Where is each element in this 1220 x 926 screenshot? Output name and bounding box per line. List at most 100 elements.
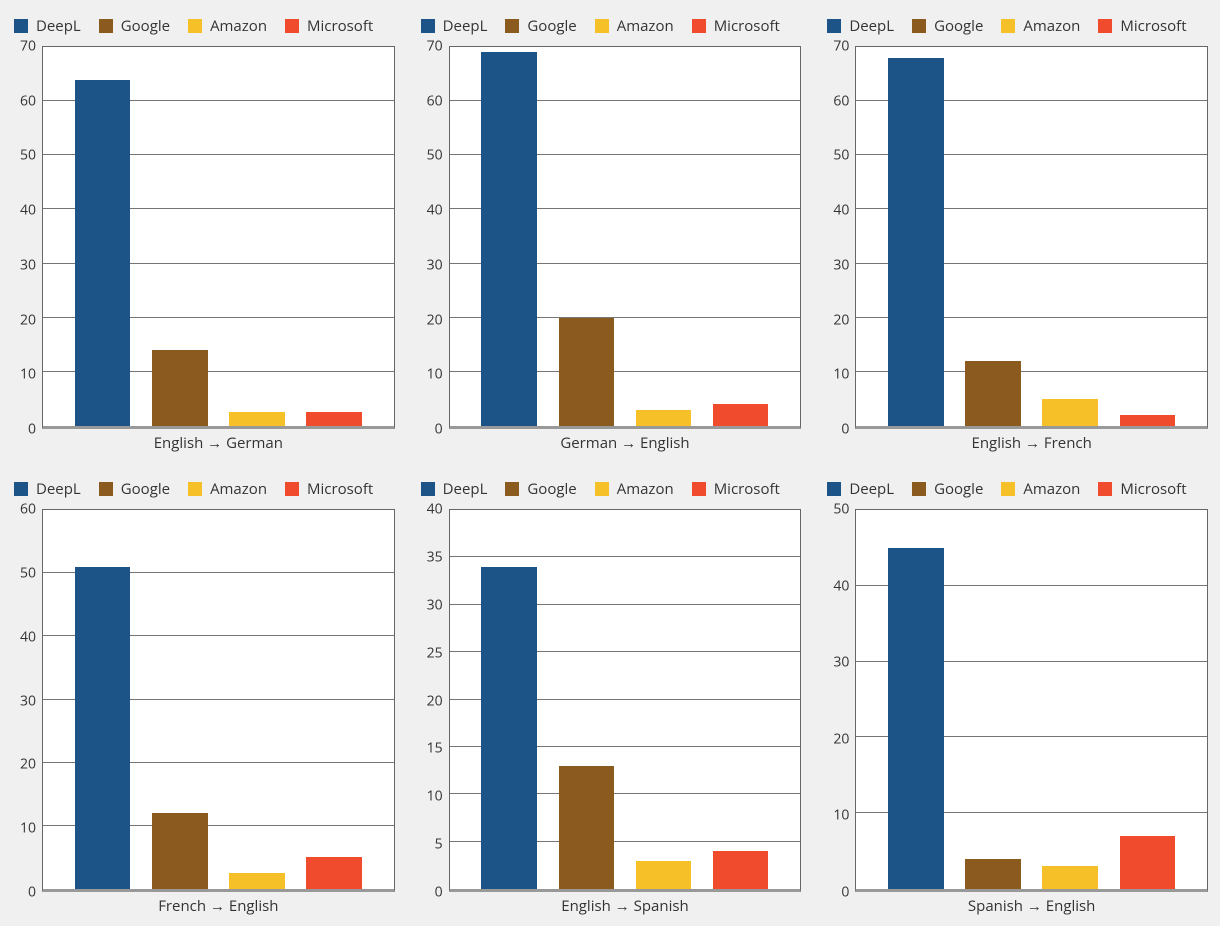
y-tick: 60: [419, 91, 443, 110]
legend-swatch-google: [505, 19, 519, 33]
legend-item-google: Google: [99, 16, 170, 36]
legend-swatch-amazon: [595, 19, 609, 33]
legend-item-microsoft: Microsoft: [285, 16, 373, 36]
y-axis: 0510152025303540: [419, 509, 449, 892]
y-tick: 30: [12, 691, 36, 710]
legend-item-amazon: Amazon: [595, 16, 674, 36]
y-tick: 30: [419, 595, 443, 614]
bar-deepl: [888, 58, 944, 426]
bar-deepl: [481, 52, 537, 426]
legend-item-amazon: Amazon: [1001, 479, 1080, 499]
y-axis: 010203040506070: [825, 46, 855, 429]
bar-amazon: [1042, 866, 1098, 889]
x-axis-label: English → Spanish: [449, 892, 802, 920]
legend-swatch-microsoft: [285, 19, 299, 33]
legend-swatch-microsoft: [1098, 19, 1112, 33]
chart-panel-fr-en: DeepLGoogleAmazonMicrosoft0102030405060F…: [6, 469, 401, 920]
legend-item-microsoft: Microsoft: [692, 16, 780, 36]
legend-item-google: Google: [505, 16, 576, 36]
legend-item-amazon: Amazon: [595, 479, 674, 499]
legend-label: DeepL: [443, 16, 488, 36]
y-tick: 40: [419, 500, 443, 519]
y-tick: 5: [419, 835, 443, 854]
legend-item-deepl: DeepL: [14, 479, 81, 499]
plot-area: [42, 46, 395, 429]
y-tick: 40: [825, 201, 849, 220]
legend-swatch-microsoft: [285, 482, 299, 496]
y-tick: 40: [825, 576, 849, 595]
bars-container: [43, 510, 394, 889]
bars-container: [856, 510, 1207, 889]
legend-swatch-amazon: [595, 482, 609, 496]
x-axis-label: English → French: [855, 429, 1208, 457]
legend-item-google: Google: [99, 479, 170, 499]
legend-swatch-google: [505, 482, 519, 496]
y-tick: 60: [825, 91, 849, 110]
bars-container: [856, 47, 1207, 426]
legend-label: Google: [934, 479, 983, 499]
y-tick: 20: [419, 691, 443, 710]
legend-swatch-amazon: [188, 482, 202, 496]
plot-area: [42, 509, 395, 892]
y-tick: 10: [825, 365, 849, 384]
bar-microsoft: [1120, 415, 1176, 426]
y-tick: 10: [419, 787, 443, 806]
legend-label: Google: [121, 16, 170, 36]
y-tick: 20: [825, 310, 849, 329]
x-axis-label: German → English: [449, 429, 802, 457]
y-tick: 50: [12, 146, 36, 165]
legend-label: Google: [121, 479, 170, 499]
legend-label: Amazon: [210, 16, 267, 36]
legend-label: Microsoft: [1120, 16, 1186, 36]
bars-container: [450, 510, 801, 889]
y-tick: 10: [419, 365, 443, 384]
legend: DeepL Google Amazon Microsoft: [419, 473, 802, 509]
y-tick: 50: [825, 146, 849, 165]
legend-label: Google: [527, 479, 576, 499]
chart-panel-de-en: DeepLGoogleAmazonMicrosoft01020304050607…: [413, 6, 808, 457]
legend-swatch-microsoft: [692, 19, 706, 33]
y-tick: 20: [12, 310, 36, 329]
x-axis-label: English → German: [42, 429, 395, 457]
y-tick: 40: [12, 627, 36, 646]
bars-container: [43, 47, 394, 426]
legend-item-google: Google: [912, 16, 983, 36]
legend: DeepL Google Amazon Microsoft: [419, 10, 802, 46]
x-axis-label: Spanish → English: [855, 892, 1208, 920]
plot-area: [449, 46, 802, 429]
bar-deepl: [75, 80, 131, 427]
y-tick: 0: [12, 420, 36, 439]
legend-item-microsoft: Microsoft: [285, 479, 373, 499]
legend-item-deepl: DeepL: [827, 479, 894, 499]
legend-label: Microsoft: [714, 479, 780, 499]
y-tick: 15: [419, 739, 443, 758]
legend-swatch-amazon: [1001, 482, 1015, 496]
legend-item-deepl: DeepL: [421, 479, 488, 499]
y-tick: 40: [12, 201, 36, 220]
y-tick: 0: [825, 420, 849, 439]
legend-swatch-google: [912, 482, 926, 496]
plot-area: [449, 509, 802, 892]
y-tick: 35: [419, 547, 443, 566]
legend-swatch-deepl: [421, 19, 435, 33]
y-tick: 70: [825, 37, 849, 56]
bar-google: [152, 350, 208, 426]
y-tick: 20: [419, 310, 443, 329]
legend-swatch-deepl: [14, 19, 28, 33]
y-tick: 25: [419, 643, 443, 662]
y-tick: 20: [825, 729, 849, 748]
legend-swatch-amazon: [1001, 19, 1015, 33]
legend-item-deepl: DeepL: [14, 16, 81, 36]
y-tick: 30: [419, 255, 443, 274]
bar-google: [559, 318, 615, 426]
legend: DeepLGoogleAmazonMicrosoft: [825, 10, 1208, 46]
bar-amazon: [636, 861, 692, 889]
y-tick: 10: [12, 365, 36, 384]
legend-item-microsoft: Microsoft: [692, 479, 780, 499]
x-axis-label: French → English: [42, 892, 395, 920]
bar-microsoft: [713, 851, 769, 889]
y-tick: 20: [12, 755, 36, 774]
y-tick: 70: [12, 37, 36, 56]
bar-amazon: [229, 412, 285, 426]
bar-amazon: [636, 410, 692, 426]
